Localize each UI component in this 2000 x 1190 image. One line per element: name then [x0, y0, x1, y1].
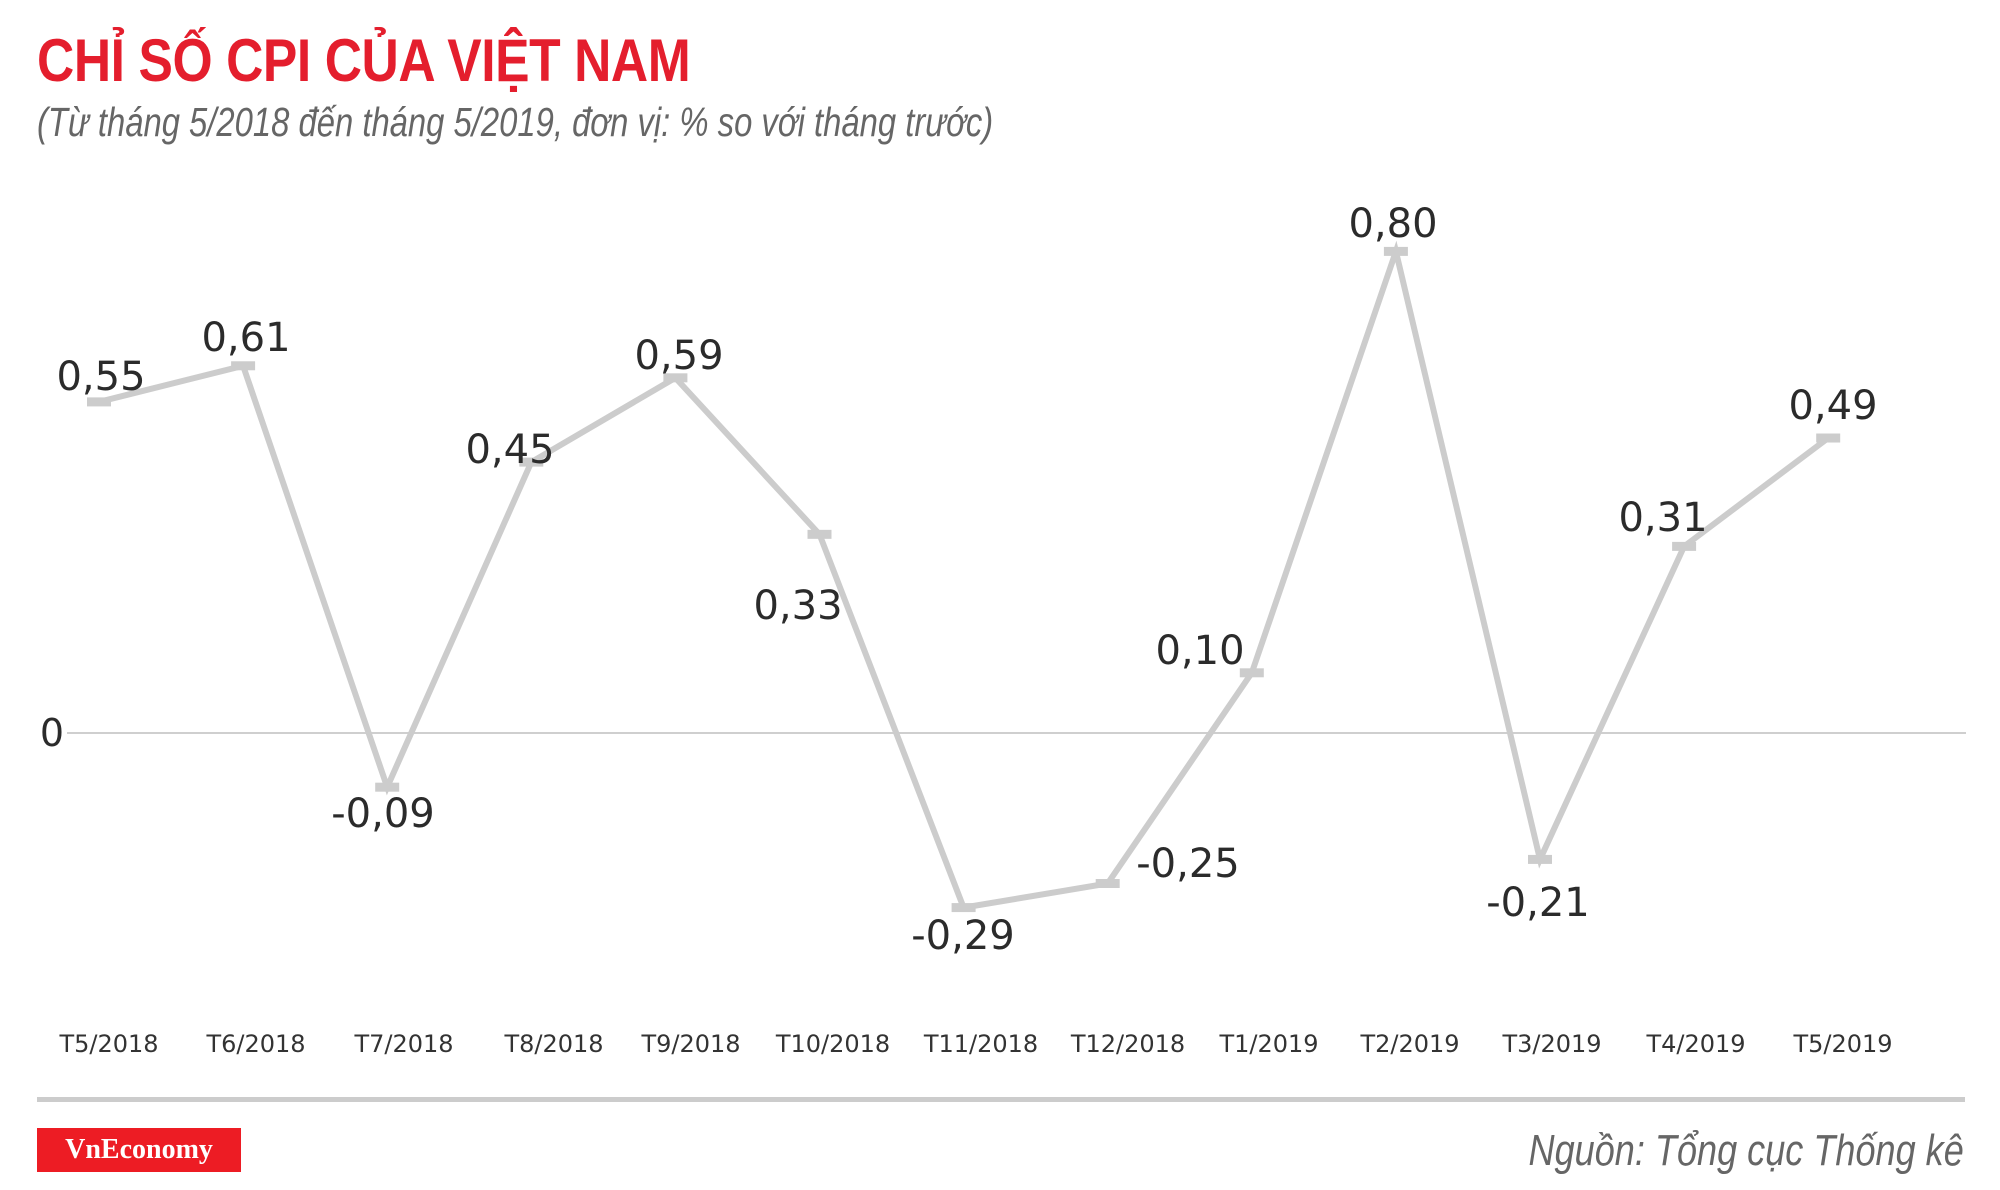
vneconomy-logo: VnEconomy	[37, 1128, 241, 1172]
data-point-marker	[375, 782, 400, 792]
footer-divider	[37, 1097, 1965, 1102]
chart-title: CHỈ SỐ CPI CỦA VIỆT NAM	[37, 27, 691, 94]
x-tick-label: T8/2018	[503, 1030, 603, 1058]
x-tick-label: T5/2019	[1792, 1030, 1892, 1058]
value-label: 0,33	[753, 583, 842, 629]
data-point-marker	[87, 397, 111, 407]
data-point-markers	[87, 246, 1841, 913]
data-point-marker	[1672, 541, 1697, 551]
y-axis-zero-label: 0	[40, 711, 64, 755]
value-labels: 0,55 0,61 -0,09 0,45 0,59 0,33 -0,29 -0,25 0,10 0…	[56, 201, 1877, 959]
x-tick-label: T6/2018	[205, 1030, 305, 1058]
x-tick-label: T10/2018	[775, 1030, 890, 1058]
value-label: 0,61	[201, 315, 290, 361]
data-point-marker	[807, 529, 832, 539]
value-label: 0,49	[1788, 383, 1877, 429]
value-label: 0,55	[56, 354, 145, 400]
data-point-marker	[1095, 879, 1120, 888]
data-point-marker	[1383, 246, 1408, 256]
x-axis-tick-labels: T5/2018 T6/2018 T7/2018 T8/2018 T9/2018 T10/2…	[58, 1030, 1892, 1058]
data-point-marker	[1239, 668, 1264, 678]
value-label: 0,10	[1155, 628, 1244, 674]
x-tick-label: T11/2018	[923, 1030, 1038, 1058]
data-point-marker	[1816, 433, 1841, 443]
data-point-marker	[231, 361, 256, 371]
x-tick-label: T2/2019	[1359, 1030, 1459, 1058]
value-label: 0,45	[465, 427, 554, 473]
data-point-marker	[663, 373, 688, 383]
x-tick-label: T1/2019	[1218, 1030, 1318, 1058]
x-tick-label: T4/2019	[1645, 1030, 1745, 1058]
data-point-marker	[1528, 854, 1552, 864]
value-label: -0,09	[331, 791, 435, 837]
x-tick-label: T7/2018	[353, 1030, 453, 1058]
value-label: 0,59	[634, 333, 723, 379]
x-tick-label: T9/2018	[640, 1030, 740, 1058]
chart-subtitle: (Từ tháng 5/2018 đến tháng 5/2019, đơn v…	[37, 99, 994, 145]
value-label: -0,21	[1486, 880, 1590, 926]
x-tick-label: T3/2019	[1501, 1030, 1601, 1058]
zero-baseline: 0	[40, 711, 1966, 755]
data-point-marker	[519, 457, 544, 467]
source-note: Nguồn: Tổng cục Thống kê	[1528, 1126, 1964, 1175]
value-label: -0,25	[1136, 841, 1240, 887]
data-point-marker	[951, 903, 976, 913]
x-tick-label: T5/2018	[58, 1030, 158, 1058]
value-label: 0,80	[1348, 201, 1437, 247]
value-label: -0,29	[911, 913, 1015, 959]
x-tick-label: T12/2018	[1070, 1030, 1185, 1058]
value-label: 0,31	[1618, 495, 1707, 541]
